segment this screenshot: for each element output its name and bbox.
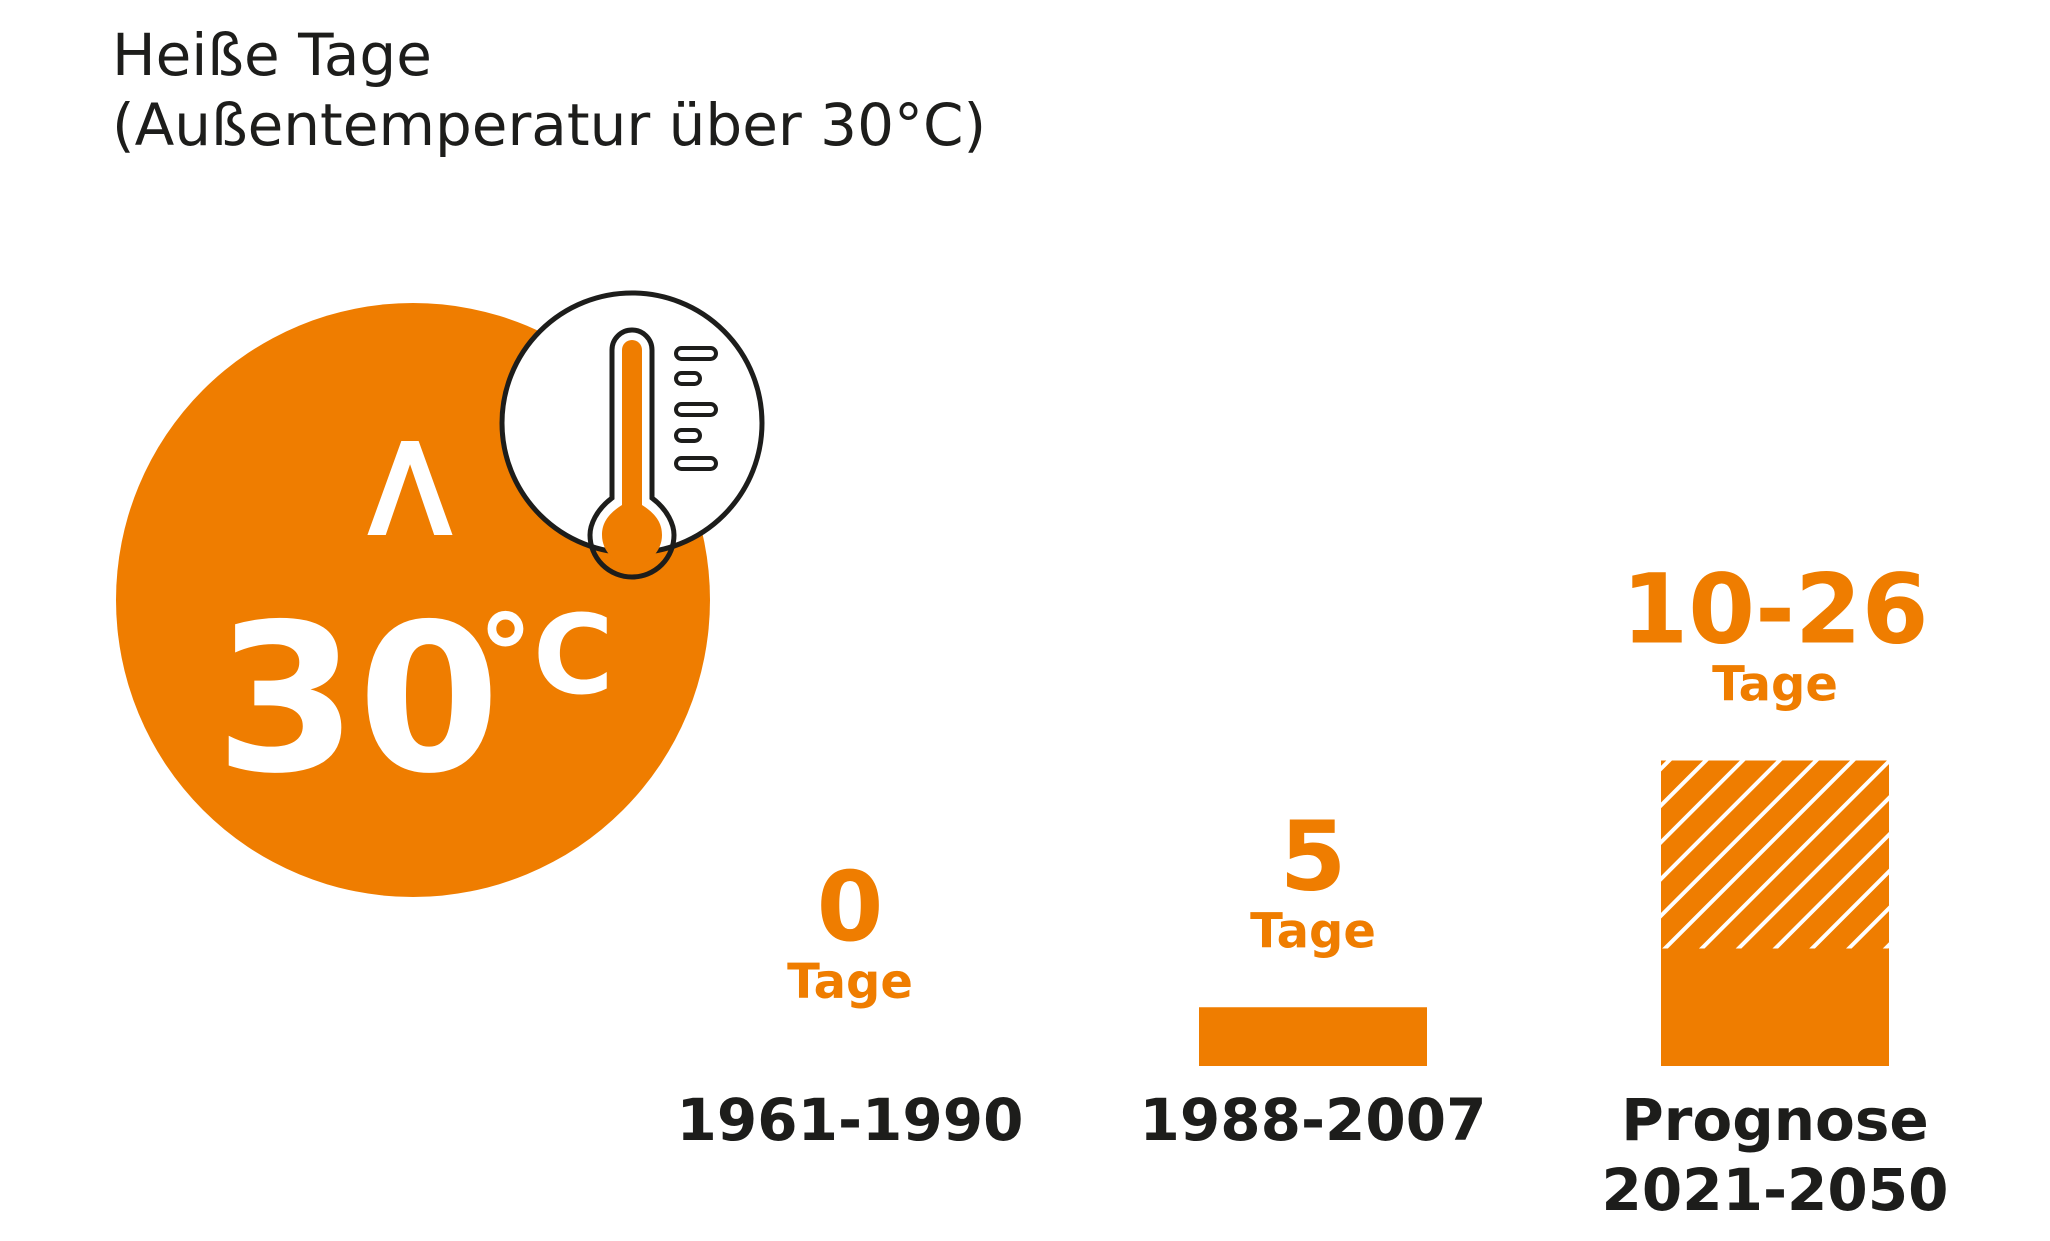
bar-unit-label-3: Tage bbox=[1712, 657, 1838, 713]
thermometer-icon bbox=[499, 290, 765, 580]
badge-unit: °C bbox=[478, 591, 614, 719]
bar-value-label-3: 10-26 bbox=[1621, 554, 1928, 666]
chart-title-block: Heiße Tage (Außentemperatur über 30°C) bbox=[112, 20, 986, 160]
category-label-3-line-2: 2021-2050 bbox=[1602, 1156, 1949, 1224]
category-label-3-line-1: Prognose bbox=[1621, 1086, 1928, 1154]
bar-value-label-2: 5 bbox=[1280, 800, 1347, 912]
category-label-2: 1988-2007 bbox=[1140, 1086, 1487, 1154]
badge-greater-than: > bbox=[319, 425, 493, 551]
bar-unit-label-1: Tage bbox=[787, 954, 913, 1010]
category-label-1: 1961-1990 bbox=[677, 1086, 1024, 1154]
chart-subtitle: (Außentemperatur über 30°C) bbox=[112, 91, 987, 159]
bar-3 bbox=[1661, 948, 1889, 1066]
badge-number: 30 bbox=[215, 581, 500, 819]
temperature-badge: > 30 °C bbox=[116, 290, 765, 897]
bar-range-3 bbox=[1661, 760, 1889, 949]
bar-unit-label-2: Tage bbox=[1250, 903, 1376, 959]
bar-value-label-1: 0 bbox=[817, 851, 884, 963]
chart-title: Heiße Tage bbox=[112, 21, 432, 89]
bar-2 bbox=[1199, 1007, 1427, 1066]
bars-layer: Tage01961-1990Tage51988-2007Tage10-26Pro… bbox=[677, 554, 1949, 1225]
